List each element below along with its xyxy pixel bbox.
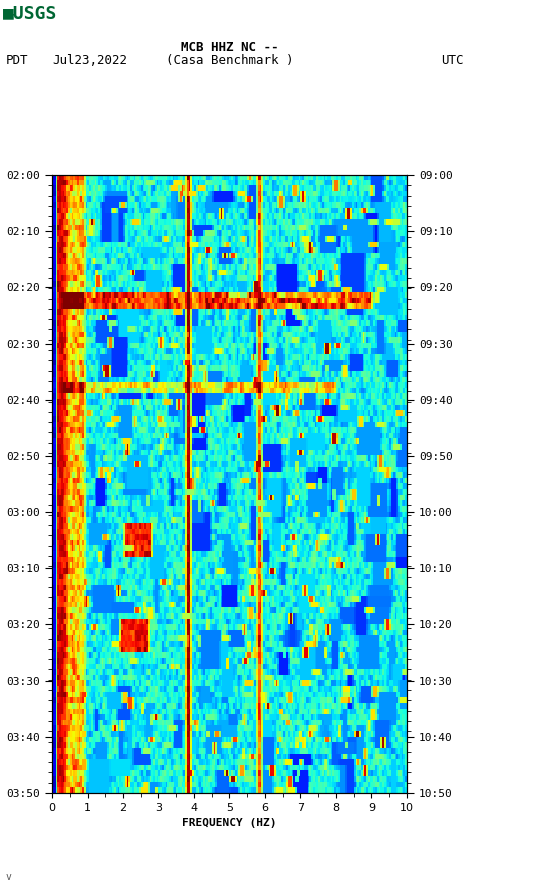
Text: MCB HHZ NC --: MCB HHZ NC -- (181, 41, 278, 54)
Text: Jul23,2022: Jul23,2022 (52, 54, 128, 67)
Text: UTC: UTC (442, 54, 464, 67)
Text: PDT: PDT (6, 54, 28, 67)
Text: (Casa Benchmark ): (Casa Benchmark ) (166, 54, 293, 67)
Text: ■USGS: ■USGS (3, 4, 57, 22)
X-axis label: FREQUENCY (HZ): FREQUENCY (HZ) (182, 818, 277, 829)
Text: v: v (6, 872, 12, 882)
